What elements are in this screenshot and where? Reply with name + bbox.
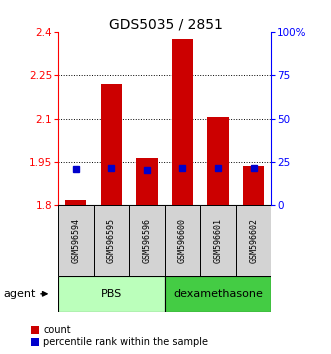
Bar xyxy=(101,84,122,205)
Bar xyxy=(93,205,129,276)
Bar xyxy=(58,205,93,276)
Bar xyxy=(207,117,229,205)
Bar xyxy=(65,200,86,205)
Text: GDS5035 / 2851: GDS5035 / 2851 xyxy=(109,18,222,32)
Bar xyxy=(236,205,271,276)
Text: agent: agent xyxy=(3,289,36,299)
Bar xyxy=(243,166,264,205)
Bar xyxy=(165,276,271,312)
Legend: count, percentile rank within the sample: count, percentile rank within the sample xyxy=(31,325,208,347)
Bar xyxy=(58,276,165,312)
Text: GSM596596: GSM596596 xyxy=(142,218,151,263)
Text: GSM596601: GSM596601 xyxy=(213,218,222,263)
Text: GSM596595: GSM596595 xyxy=(107,218,116,263)
Bar xyxy=(200,205,236,276)
Text: GSM596602: GSM596602 xyxy=(249,218,258,263)
Bar xyxy=(165,205,200,276)
Text: dexamethasone: dexamethasone xyxy=(173,289,263,299)
Text: GSM596600: GSM596600 xyxy=(178,218,187,263)
Bar xyxy=(129,205,165,276)
Bar xyxy=(172,39,193,205)
Text: GSM596594: GSM596594 xyxy=(71,218,80,263)
Bar xyxy=(136,158,158,205)
Text: PBS: PBS xyxy=(101,289,122,299)
